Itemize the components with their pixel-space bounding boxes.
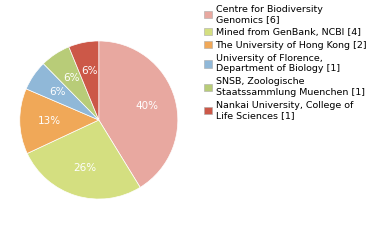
- Legend: Centre for Biodiversity
Genomics [6], Mined from GenBank, NCBI [4], The Universi: Centre for Biodiversity Genomics [6], Mi…: [204, 5, 367, 120]
- Wedge shape: [69, 41, 99, 120]
- Text: 40%: 40%: [135, 102, 158, 111]
- Text: 13%: 13%: [38, 116, 60, 126]
- Text: 6%: 6%: [63, 73, 80, 84]
- Wedge shape: [43, 47, 99, 120]
- Text: 6%: 6%: [49, 87, 66, 97]
- Wedge shape: [20, 89, 99, 153]
- Text: 26%: 26%: [73, 163, 96, 173]
- Text: 6%: 6%: [81, 66, 97, 76]
- Wedge shape: [27, 120, 140, 199]
- Wedge shape: [26, 64, 99, 120]
- Wedge shape: [99, 41, 178, 187]
